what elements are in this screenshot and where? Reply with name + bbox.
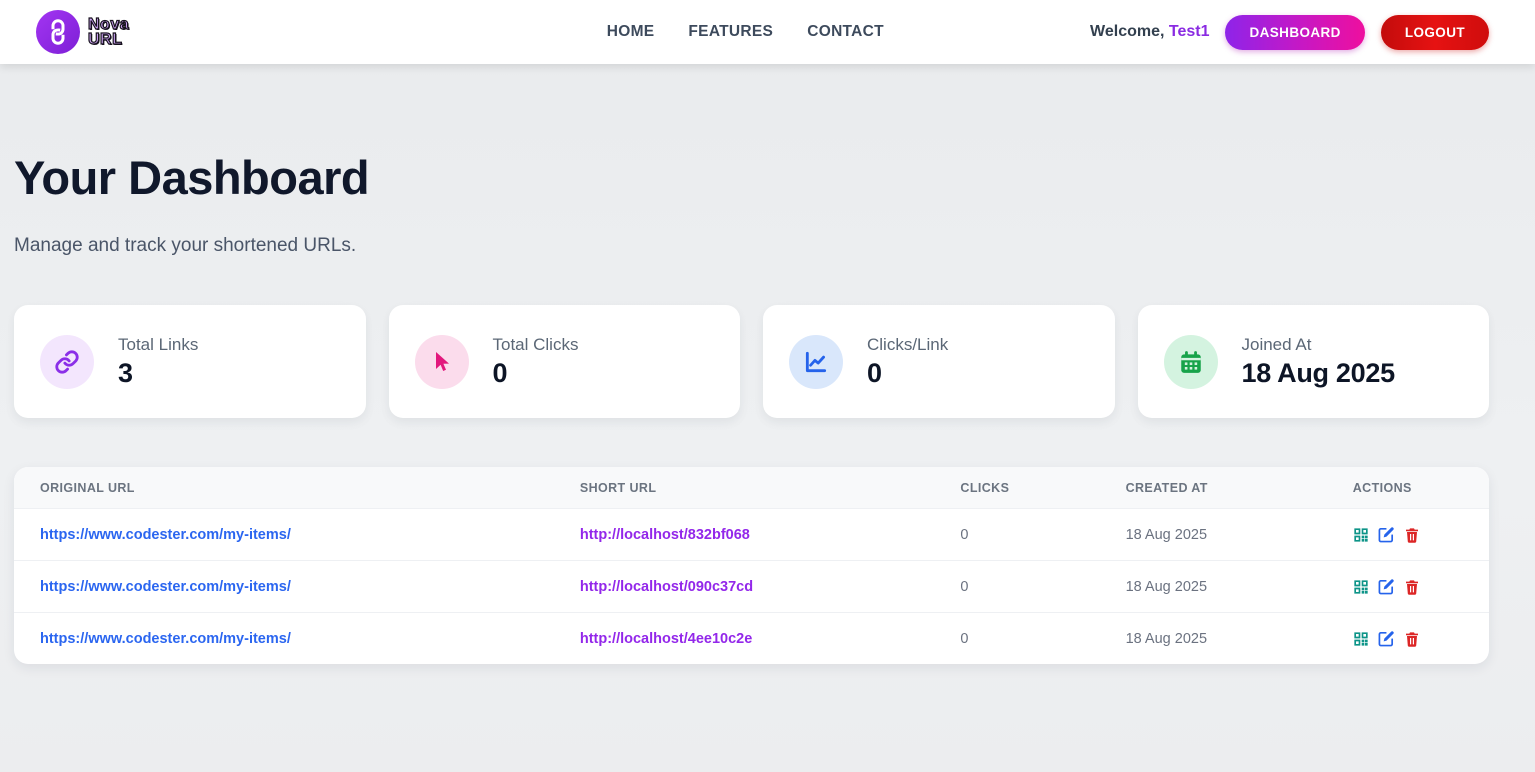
page-title: Your Dashboard — [14, 151, 370, 204]
table-row: https://www.codester.com/my-items/ http:… — [14, 508, 1489, 561]
nav-link-contact[interactable]: CONTACT — [807, 23, 884, 40]
stat-card-total-links: Total Links 3 — [14, 305, 366, 418]
row-actions — [1353, 526, 1479, 543]
original-url-link[interactable]: https://www.codester.com/my-items/ — [40, 579, 291, 595]
welcome-text: Welcome, Test1 — [1090, 23, 1210, 40]
stats-row: Total Links 3 Total Clicks 0 — [14, 305, 1489, 418]
qr-code-icon[interactable] — [1353, 631, 1369, 647]
column-header-short-url: SHORT URL — [553, 467, 935, 509]
row-actions — [1353, 630, 1479, 647]
short-url-link[interactable]: http://localhost/4ee10c2e — [579, 631, 753, 647]
stat-value: 0 — [867, 357, 882, 388]
logout-button[interactable]: LOGOUT — [1380, 14, 1489, 50]
delete-icon[interactable] — [1404, 631, 1420, 647]
delete-icon[interactable] — [1404, 579, 1420, 595]
cursor-icon — [414, 334, 469, 389]
table-header-row: ORIGINAL URL SHORT URL CLICKS CREATED AT… — [14, 467, 1489, 509]
chain-link-icon — [40, 334, 94, 389]
delete-icon[interactable] — [1404, 527, 1420, 543]
stat-label: Total Links — [118, 334, 199, 354]
stat-label: Total Clicks — [492, 334, 579, 354]
stat-card-clicks-per-link: Clicks/Link 0 — [763, 305, 1115, 418]
edit-icon[interactable] — [1378, 578, 1395, 595]
created-at-date: 18 Aug 2025 — [1125, 579, 1208, 595]
column-header-created-at: CREATED AT — [1099, 467, 1327, 509]
table-row: https://www.codester.com/my-items/ http:… — [14, 560, 1489, 613]
edit-icon[interactable] — [1378, 630, 1395, 647]
links-table: ORIGINAL URL SHORT URL CLICKS CREATED AT… — [14, 467, 1489, 664]
edit-icon[interactable] — [1378, 526, 1395, 543]
brand-logo[interactable]: Nova URL — [36, 10, 129, 54]
navbar: Nova URL HOME FEATURES CONTACT Welcome, … — [0, 0, 1535, 64]
table-row: https://www.codester.com/my-items/ http:… — [14, 613, 1489, 665]
created-at-date: 18 Aug 2025 — [1125, 631, 1208, 647]
nav-menu: HOME FEATURES CONTACT — [607, 0, 884, 64]
username: Test1 — [1168, 23, 1210, 40]
column-header-clicks: CLICKS — [934, 467, 1100, 509]
nav-right-cluster: Welcome, Test1 DASHBOARD LOGOUT — [1090, 14, 1489, 50]
dashboard-button[interactable]: DASHBOARD — [1225, 14, 1365, 50]
created-at-date: 18 Aug 2025 — [1125, 527, 1208, 543]
clicks-count: 0 — [960, 631, 969, 647]
qr-code-icon[interactable] — [1353, 527, 1369, 543]
column-header-actions: ACTIONS — [1326, 467, 1489, 509]
short-url-link[interactable]: http://localhost/832bf068 — [579, 527, 750, 543]
qr-code-icon[interactable] — [1353, 579, 1369, 595]
main-content: Your Dashboard Manage and track your sho… — [0, 150, 1535, 664]
nav-link-home[interactable]: HOME — [606, 23, 655, 40]
stat-label: Joined At — [1241, 334, 1312, 354]
row-actions — [1353, 578, 1479, 595]
original-url-link[interactable]: https://www.codester.com/my-items/ — [40, 631, 291, 647]
stat-value: 0 — [492, 357, 508, 388]
stat-label: Clicks/Link — [867, 334, 949, 354]
original-url-link[interactable]: https://www.codester.com/my-items/ — [40, 527, 291, 543]
links-table-card: ORIGINAL URL SHORT URL CLICKS CREATED AT… — [14, 467, 1489, 664]
short-url-link[interactable]: http://localhost/090c37cd — [579, 579, 754, 595]
stat-value: 3 — [118, 357, 133, 388]
nav-link-features[interactable]: FEATURES — [688, 23, 774, 40]
page-subtitle: Manage and track your shortened URLs. — [14, 235, 357, 256]
clicks-count: 0 — [960, 527, 969, 543]
stat-value: 18 Aug 2025 — [1241, 357, 1396, 388]
calendar-icon — [1163, 334, 1218, 389]
chart-line-icon — [789, 334, 843, 389]
clicks-count: 0 — [960, 579, 969, 595]
stat-card-total-clicks: Total Clicks 0 — [388, 305, 740, 418]
stat-card-joined-at: Joined At 18 Aug 2025 — [1137, 305, 1489, 418]
column-header-original-url: ORIGINAL URL — [14, 467, 554, 509]
brand-name: Nova URL — [87, 16, 130, 48]
chain-link-icon — [36, 10, 80, 54]
